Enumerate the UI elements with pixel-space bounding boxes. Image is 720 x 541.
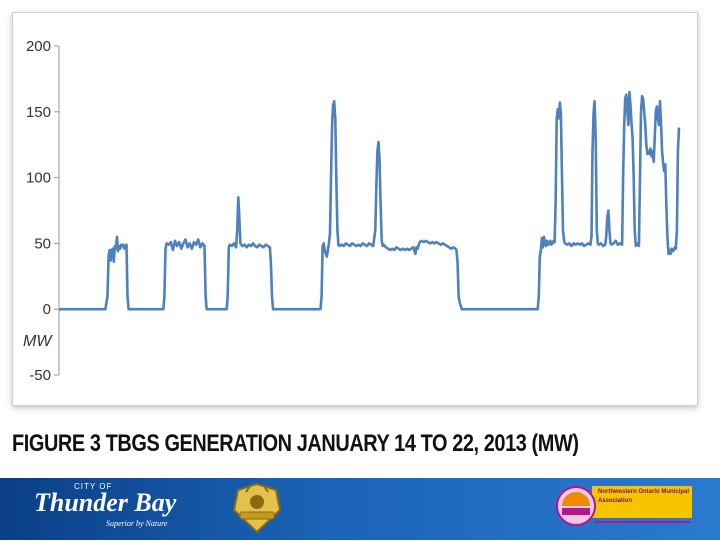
city-of-thunder-bay-logo: CITY OF Thunder Bay Superior by Nature (34, 482, 199, 532)
y-tick-label: -50 (29, 367, 51, 384)
y-tick-label: 100 (26, 170, 51, 187)
y-tick-label: 150 (26, 104, 51, 121)
unit-label: MW (23, 333, 53, 350)
city-logo-prefix: CITY OF (74, 482, 113, 491)
y-tick-label: 0 (43, 301, 51, 318)
y-tick-label: 200 (26, 38, 51, 55)
footer-band: CITY OF Thunder Bay Superior by Nature N… (0, 478, 720, 540)
noma-logo: Northwestern Ontario Municipal Associati… (554, 482, 694, 536)
series-line (59, 90, 681, 311)
city-logo-tagline: Superior by Nature (106, 519, 168, 528)
y-tick-label: 50 (34, 235, 51, 252)
figure-caption: FIGURE 3 TBGS GENERATION JANUARY 14 TO 2… (12, 430, 579, 457)
chart-plot: 200 150 100 50 0 -50 MW (23, 38, 681, 384)
city-logo-name: Thunder Bay (34, 488, 177, 517)
chart-frame: 200 150 100 50 0 -50 MW (12, 12, 698, 406)
noma-logo-name: Northwestern Ontario Municipal Associati… (598, 489, 690, 504)
thunder-bay-crest-icon (228, 480, 286, 536)
